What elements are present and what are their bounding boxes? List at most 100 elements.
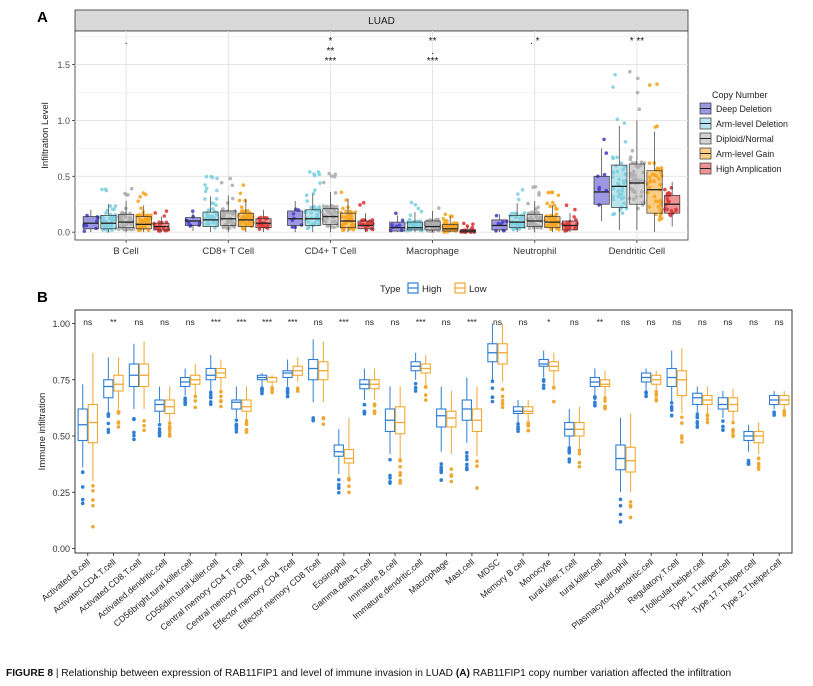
caption-bold-a: (A) xyxy=(455,668,470,679)
panel-a-legend-label: High Amplication xyxy=(716,164,782,174)
panel-b-outlier xyxy=(116,425,121,429)
panel-b-outlier xyxy=(603,396,607,400)
panel-a-box xyxy=(459,221,476,234)
panel-b-box xyxy=(231,386,242,434)
panel-a-point xyxy=(655,82,659,86)
panel-a-box xyxy=(82,209,100,233)
panel-b-outlier xyxy=(423,398,428,402)
panel-a-box xyxy=(99,187,118,233)
panel-b-outlier xyxy=(219,399,223,404)
panel-a-point xyxy=(409,200,414,205)
panel-b-box xyxy=(343,418,355,495)
panel-b-outlier xyxy=(577,451,582,456)
panel-b-significance: *** xyxy=(467,317,478,327)
panel-b-outlier xyxy=(782,408,787,413)
panel-b-box xyxy=(266,375,278,395)
panel-b-outlier xyxy=(500,405,505,410)
panel-a-box-body xyxy=(100,215,117,230)
panel-b-ytick-label: 0.25 xyxy=(52,488,70,498)
panel-a-point xyxy=(110,207,115,211)
panel-b-box xyxy=(599,370,611,411)
panel-b-significance: ns xyxy=(647,317,656,327)
panel-b-box xyxy=(113,357,124,429)
panel-b-outlier xyxy=(398,481,402,485)
panel-b-outlier xyxy=(347,476,351,481)
panel-a-point xyxy=(636,76,640,81)
panel-b-box-body xyxy=(512,406,524,415)
panel-b-outlier xyxy=(475,459,479,464)
panel-a-point xyxy=(351,227,356,232)
panel-b-box xyxy=(523,400,534,433)
panel-a-point xyxy=(462,221,466,226)
panel-b-box-body xyxy=(113,374,124,392)
panel-b-significance: ** xyxy=(110,317,117,327)
panel-a-point xyxy=(602,137,606,142)
panel-b-box xyxy=(471,386,483,490)
panel-b-outlier xyxy=(91,488,95,493)
panel-b-box-body xyxy=(692,392,703,406)
panel-a-point xyxy=(344,198,348,202)
panel-a-legend-label: Arm-level Gain xyxy=(716,149,774,159)
panel-b-outlier xyxy=(603,405,607,410)
panel-a-box xyxy=(508,188,527,233)
panel-a-point xyxy=(104,211,108,215)
panel-a-significance: * xyxy=(328,36,332,47)
panel-a-point xyxy=(441,217,446,221)
panel-b-outlier xyxy=(567,457,572,461)
panel-a-point xyxy=(239,205,244,209)
panel-b-significance: *** xyxy=(211,317,222,327)
panel-b-outlier xyxy=(106,421,111,426)
panel-b-box xyxy=(410,352,421,393)
panel-a-point xyxy=(309,205,313,210)
panel-a-significance: ** xyxy=(429,36,437,47)
panel-a-point xyxy=(341,206,345,211)
panel-b-outlier xyxy=(234,422,239,427)
panel-b-outlier xyxy=(644,391,648,395)
panel-a-plot-area xyxy=(74,30,689,241)
panel-a-box xyxy=(135,191,153,233)
panel-a-point xyxy=(394,211,398,216)
panel-b-significance: ns xyxy=(365,317,374,327)
panel-b-outlier xyxy=(577,464,582,469)
panel-a-point xyxy=(204,186,209,191)
panel-b-outlier xyxy=(116,409,121,414)
panel-b-outlier xyxy=(157,422,162,427)
panel-b-outlier xyxy=(654,392,659,396)
panel-b-box xyxy=(768,391,780,417)
panel-a-point xyxy=(108,204,113,208)
panel-b-outlier xyxy=(475,464,479,468)
panel-a-point xyxy=(669,185,674,190)
panel-b-outlier xyxy=(695,419,700,424)
panel-a-point xyxy=(122,227,126,232)
panel-b-outlier xyxy=(552,385,556,390)
panel-a-point xyxy=(219,180,224,185)
panel-a-significance: . xyxy=(431,46,434,57)
panel-b-outlier xyxy=(157,427,162,431)
panel-a-point xyxy=(82,229,87,233)
panel-b-outlier xyxy=(106,412,111,417)
panel-a-point xyxy=(325,224,330,228)
panel-a-point xyxy=(526,201,530,206)
figure-svg: A LUAD 0.0 0.5 1.0 1.5 B Cell. CD8+ T Cell CD4+ … xyxy=(37,9,793,633)
panel-b-significance: * xyxy=(547,317,551,327)
panel-b-significance: ns xyxy=(160,317,169,327)
panel-b-box xyxy=(359,368,370,416)
panel-b-outlier xyxy=(705,420,710,425)
panel-a-point xyxy=(333,172,338,177)
panel-b-outlier xyxy=(208,402,213,407)
panel-a-box xyxy=(423,206,442,234)
caption-text-2: RAB11FIP1 copy number variation affected… xyxy=(469,668,732,679)
panel-b-outlier xyxy=(80,501,85,506)
panel-b-outlier xyxy=(132,437,136,442)
panel-a-point xyxy=(573,207,577,212)
panel-a-significance: *** xyxy=(427,56,439,67)
panel-b-box xyxy=(308,339,319,423)
panel-b-outlier xyxy=(541,383,546,387)
panel-b-box xyxy=(205,355,216,407)
panel-a-point xyxy=(321,180,326,185)
panel-b-box-body xyxy=(436,408,447,428)
panel-a-point xyxy=(494,213,499,218)
panel-a-point xyxy=(227,226,232,230)
panel-b-box xyxy=(625,413,636,520)
panel-b-outlier xyxy=(208,393,213,398)
